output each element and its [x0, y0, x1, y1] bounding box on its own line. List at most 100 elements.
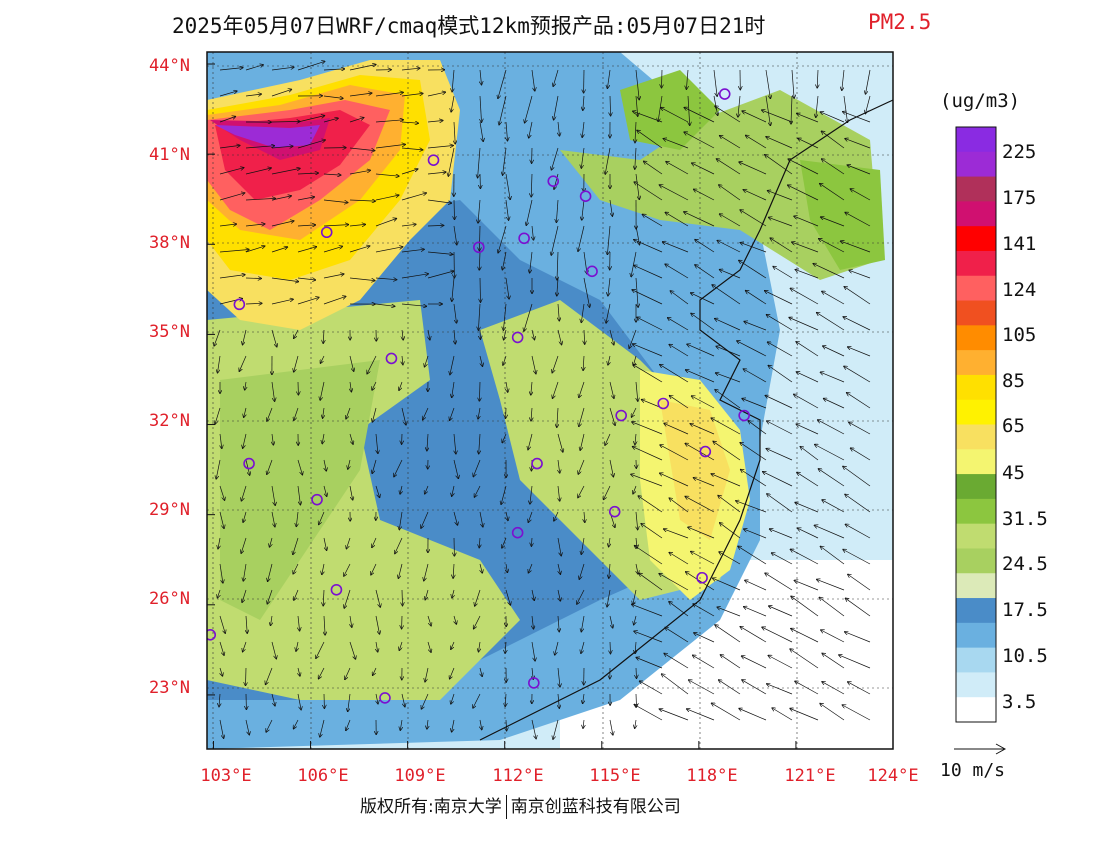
lon-label: 112°E — [492, 766, 544, 786]
wind-arrow — [220, 433, 222, 448]
wind-arrow — [632, 290, 663, 305]
wind-arrow — [450, 355, 455, 375]
wind-arrow — [610, 641, 611, 654]
wind-arrow — [662, 69, 663, 88]
wind-arrow — [349, 147, 375, 151]
wind-arrow — [607, 69, 611, 88]
wind-arrow — [271, 168, 300, 175]
lat-label: 29°N — [149, 500, 190, 520]
wind-arrow — [532, 225, 534, 240]
wind-arrow — [609, 381, 614, 398]
wind-arrow — [272, 433, 273, 445]
wind-arrow — [718, 496, 741, 513]
wind-arrow — [768, 191, 793, 201]
wind-arrow — [296, 511, 298, 527]
wind-arrow — [849, 422, 871, 435]
wind-arrow — [478, 199, 480, 223]
wind-arrow — [790, 709, 819, 721]
wind-arrow — [323, 95, 343, 98]
wind-arrow — [824, 399, 845, 409]
wind-arrow — [794, 216, 819, 227]
wind-arrow — [821, 217, 845, 227]
wind-arrow — [822, 682, 845, 695]
wind-arrow — [293, 563, 299, 574]
wind-arrow — [399, 511, 403, 530]
wind-arrow — [816, 95, 819, 117]
wind-arrow — [660, 365, 689, 383]
wind-arrow — [217, 589, 220, 598]
wind-arrow — [691, 293, 715, 305]
wind-arrow — [552, 355, 559, 373]
wind-arrow — [841, 241, 871, 253]
wind-arrow — [578, 225, 585, 251]
wind-arrow — [245, 198, 275, 200]
colorbar-swatch — [956, 151, 996, 178]
wind-arrow — [606, 303, 611, 323]
wind-arrow — [766, 137, 793, 149]
wind-arrow — [557, 537, 561, 556]
wind-arrow — [796, 372, 819, 383]
wind-arrow — [427, 92, 445, 97]
wind-arrow — [531, 173, 532, 197]
colorbar-swatch — [956, 374, 996, 401]
wind-arrow — [421, 511, 429, 528]
lon-label: 121°E — [784, 766, 836, 786]
wind-arrow — [558, 303, 559, 321]
wind-arrow — [268, 563, 273, 581]
wind-arrow — [712, 703, 741, 721]
wind-arrow — [525, 95, 533, 123]
wind-arrow — [530, 251, 533, 273]
wind-arrow — [796, 342, 819, 357]
colorbar-swatch — [956, 622, 996, 649]
wind-arrow — [245, 459, 250, 475]
wind-arrow — [245, 381, 246, 390]
wind-arrow — [609, 407, 615, 425]
wind-arrow — [847, 165, 871, 175]
wind-arrow — [839, 655, 871, 669]
wind-arrow — [716, 373, 741, 383]
wind-arrow — [427, 433, 428, 451]
wind-arrow — [350, 615, 352, 627]
wind-arrow — [580, 433, 585, 450]
colorbar-swatch — [956, 548, 996, 574]
wind-arrow — [298, 667, 300, 676]
city-marker — [531, 457, 543, 470]
wind-arrow — [638, 496, 663, 513]
wind-arrow — [767, 494, 793, 513]
wind-arrow — [553, 69, 559, 86]
wind-arrow — [844, 287, 871, 305]
colorbar-swatch — [956, 350, 996, 376]
colorbar-label: 105 — [1002, 324, 1037, 346]
colorbar-swatch — [956, 424, 996, 450]
wind-arrow — [842, 705, 871, 721]
plot-frame — [206, 51, 894, 750]
wind-arrow — [739, 260, 767, 279]
wind-arrow — [367, 355, 377, 374]
wind-arrow — [711, 418, 741, 435]
wind-arrow — [349, 170, 370, 175]
wind-arrow — [664, 423, 689, 435]
wind-arrow — [376, 433, 378, 453]
wind-arrow — [480, 95, 482, 122]
wind-arrow — [744, 322, 767, 331]
wind-arrow — [475, 589, 481, 606]
city-marker — [311, 493, 323, 506]
wind-arrow — [813, 264, 845, 279]
wind-arrow — [320, 381, 325, 400]
lat-label: 44°N — [149, 56, 190, 76]
wind-arrow — [427, 199, 452, 203]
wind-arrow — [528, 563, 533, 573]
wind-arrow — [271, 485, 275, 505]
wind-arrow — [817, 579, 845, 591]
colorbar-swatch — [956, 325, 996, 351]
colorbar-label: 31.5 — [1002, 508, 1048, 530]
wind-arrow — [581, 537, 585, 554]
wind-arrow — [669, 498, 689, 513]
wind-arrow — [644, 161, 663, 175]
wind-arrow — [427, 225, 444, 226]
wind-arrow — [454, 199, 455, 219]
wind-arrow — [556, 199, 558, 222]
wind-arrow — [636, 511, 638, 530]
colorbar-label: 225 — [1002, 141, 1037, 163]
wind-arrow — [557, 277, 558, 296]
